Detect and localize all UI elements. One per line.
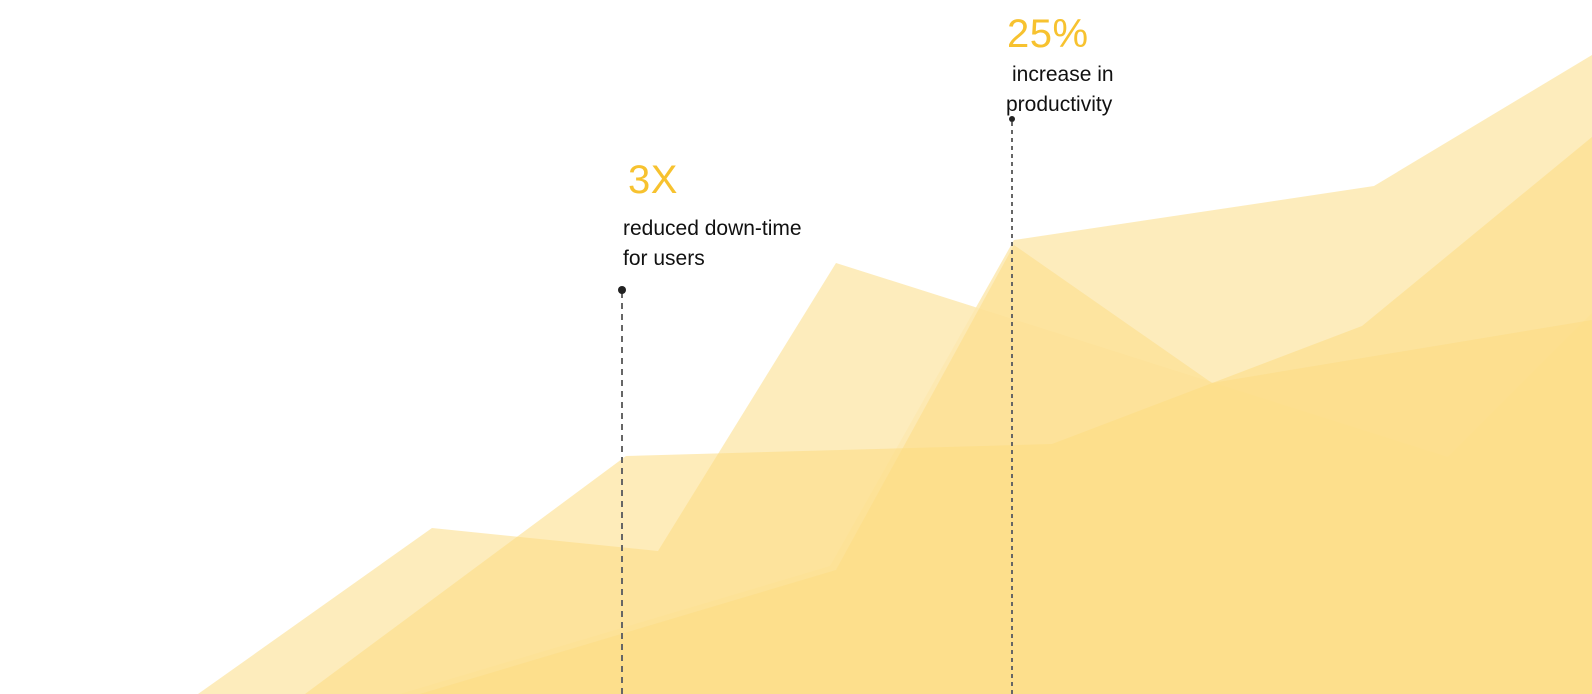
stat-description-line: reduced down-time xyxy=(623,217,802,240)
stat-callout-productivity: 25% increase in productivity xyxy=(1006,14,1206,120)
stat-description-line: for users xyxy=(623,247,705,270)
stat-description-line: productivity xyxy=(1006,93,1113,116)
stat-description-line: increase in xyxy=(1012,63,1114,86)
marker-dot-3x xyxy=(618,286,626,294)
stat-description: reduced down-time for users xyxy=(623,214,863,274)
marker-dot-25 xyxy=(1009,116,1015,122)
stat-description: increase in productivity xyxy=(1006,60,1206,120)
growth-area-layer-4 xyxy=(420,245,1592,694)
stat-value: 3X xyxy=(628,158,678,202)
stat-callout-downtime: 3X reduced down-time for users xyxy=(623,160,863,274)
stat-value: 25% xyxy=(1007,12,1089,56)
